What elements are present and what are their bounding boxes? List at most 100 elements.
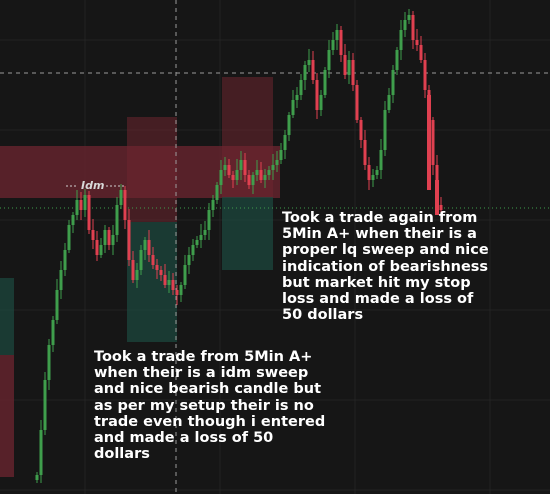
candle-body bbox=[287, 115, 291, 135]
candle-body bbox=[171, 280, 175, 290]
candle-body bbox=[191, 245, 195, 255]
candle-body bbox=[311, 60, 315, 80]
candle-body bbox=[111, 235, 115, 245]
candle-body bbox=[435, 180, 439, 215]
candle-body bbox=[255, 170, 259, 175]
candle-body bbox=[227, 165, 231, 175]
candle-body bbox=[367, 165, 371, 180]
candle-body bbox=[391, 70, 395, 95]
candle-body bbox=[91, 230, 95, 240]
candle-body bbox=[95, 240, 99, 255]
candle-body bbox=[427, 95, 431, 190]
candle-body bbox=[235, 170, 239, 180]
candle-body bbox=[179, 285, 183, 295]
candle-body bbox=[291, 100, 295, 115]
candle-body bbox=[159, 270, 163, 275]
candle-body bbox=[299, 80, 303, 95]
candle-body bbox=[131, 260, 135, 280]
candle-body bbox=[39, 430, 43, 475]
supply-zone-tall-left bbox=[127, 117, 177, 222]
candle-body bbox=[103, 230, 107, 245]
candle-body bbox=[195, 240, 199, 245]
candle-body bbox=[115, 205, 119, 235]
candle-body bbox=[107, 230, 111, 245]
candle-body bbox=[395, 50, 399, 70]
candle-body bbox=[411, 15, 415, 40]
demand-zone-edge bbox=[0, 278, 14, 355]
candle-body bbox=[187, 255, 191, 265]
demand-zone-right bbox=[222, 197, 273, 270]
candle-body bbox=[347, 60, 351, 75]
candle-body bbox=[307, 60, 311, 65]
candle-body bbox=[399, 30, 403, 50]
candle-body bbox=[363, 140, 367, 165]
candle-body bbox=[379, 150, 383, 170]
candle-body bbox=[339, 30, 343, 55]
candle-body bbox=[203, 230, 207, 235]
candle-body bbox=[63, 250, 67, 270]
candle-body bbox=[99, 245, 103, 255]
candle-body bbox=[251, 175, 255, 185]
candle-body bbox=[151, 255, 155, 265]
candle-body bbox=[219, 170, 223, 185]
candle-body bbox=[123, 190, 127, 220]
candle-body bbox=[87, 195, 91, 230]
candle-body bbox=[243, 160, 247, 175]
candle-body bbox=[247, 175, 251, 185]
candle-body bbox=[315, 80, 319, 110]
candle-body bbox=[407, 15, 411, 20]
candle-body bbox=[43, 380, 47, 430]
candle-body bbox=[351, 60, 355, 85]
candle-body bbox=[303, 65, 307, 80]
candle-body bbox=[239, 160, 243, 170]
candle-body bbox=[387, 95, 391, 110]
candle-body bbox=[439, 205, 443, 210]
supply-zone-edge bbox=[0, 355, 14, 477]
candle-body bbox=[327, 50, 331, 70]
candle-body bbox=[55, 290, 59, 320]
candle-body bbox=[319, 95, 323, 110]
candle-body bbox=[119, 190, 123, 205]
candle-body bbox=[83, 195, 87, 210]
candle-body bbox=[295, 95, 299, 100]
candle-body bbox=[283, 135, 287, 150]
candle-body bbox=[271, 165, 275, 170]
candle-body bbox=[335, 30, 339, 40]
candle-body bbox=[215, 185, 219, 200]
candle-body bbox=[167, 280, 171, 285]
candle-body bbox=[199, 235, 203, 240]
candle-body bbox=[355, 85, 359, 120]
candles bbox=[35, 9, 443, 483]
candle-body bbox=[147, 240, 151, 255]
candle-body bbox=[371, 175, 375, 180]
candle-body bbox=[403, 20, 407, 30]
candle-body bbox=[127, 220, 131, 260]
candle-body bbox=[275, 160, 279, 165]
candle-body bbox=[135, 270, 139, 280]
candle-body bbox=[143, 240, 147, 250]
annotation-top: Took a trade again from 5Min A+ when the… bbox=[282, 210, 489, 324]
candle-body bbox=[183, 265, 187, 285]
idm-label: Idm bbox=[81, 179, 105, 192]
candle-body bbox=[383, 110, 387, 150]
candle-body bbox=[211, 200, 215, 210]
candle-body bbox=[79, 200, 83, 210]
candle-body bbox=[163, 275, 167, 285]
candle-body bbox=[419, 45, 423, 60]
candle-body bbox=[279, 150, 283, 160]
candle-body bbox=[259, 170, 263, 180]
candle-body bbox=[231, 175, 235, 180]
candle-body bbox=[35, 475, 39, 480]
candle-body bbox=[207, 210, 211, 230]
candle-body bbox=[375, 170, 379, 175]
candle-body bbox=[175, 290, 179, 295]
candle-body bbox=[75, 200, 79, 215]
candle-body bbox=[71, 215, 75, 225]
candle-body bbox=[323, 70, 327, 95]
candle-body bbox=[415, 40, 419, 45]
candle-body bbox=[47, 345, 51, 380]
